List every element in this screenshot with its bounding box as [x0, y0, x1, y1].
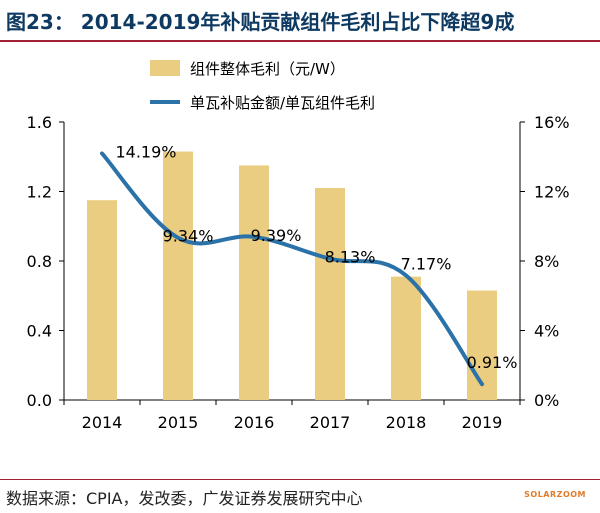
- line-series-path: [100, 151, 484, 387]
- x-tick-label: 2019: [462, 413, 503, 432]
- line-data-label: 9.34%: [163, 227, 214, 246]
- bar: [163, 151, 193, 400]
- line-data-label: 14.19%: [115, 142, 176, 161]
- bar: [87, 200, 117, 400]
- x-tick-label: 2017: [310, 413, 351, 432]
- footer-divider: [0, 479, 600, 480]
- title-bar: 图23： 2014-2019年补贴贡献组件毛利占比下降超9成: [0, 0, 600, 40]
- left-tick-label: 0.4: [27, 322, 52, 341]
- left-tick-label: 1.2: [27, 183, 52, 202]
- right-tick-label: 16%: [534, 113, 570, 132]
- line-data-label: 7.17%: [401, 254, 452, 273]
- right-tick-label: 12%: [534, 183, 570, 202]
- left-tick-label: 0.8: [27, 252, 52, 271]
- source-note: 数据来源：CPIA，发改委，广发证券发展研究中心: [6, 489, 363, 508]
- right-tick-label: 4%: [534, 322, 559, 341]
- x-tick-label: 2015: [158, 413, 199, 432]
- title-divider: [0, 40, 600, 42]
- legend-swatch-bar: [150, 60, 180, 76]
- right-tick-label: 8%: [534, 252, 559, 271]
- chart-area: 0.0 0.4 0.8 1.2 1.6 0% 4% 8% 12% 16% 2014 2015 2016 2…: [0, 42, 600, 470]
- x-tick-label: 2014: [82, 413, 123, 432]
- bar: [391, 276, 421, 400]
- line-data-label: 9.39%: [251, 226, 302, 245]
- line-data-label: 8.13%: [325, 248, 376, 267]
- left-tick-label: 0.0: [27, 391, 52, 410]
- x-tick-label: 2018: [386, 413, 427, 432]
- bar: [315, 188, 345, 400]
- chart-svg: 0.0 0.4 0.8 1.2 1.6 0% 4% 8% 12% 16% 2014 2015 2016 2…: [27, 60, 570, 432]
- x-tick-label: 2016: [234, 413, 275, 432]
- legend-label-line: 单瓦补贴金额/单瓦组件毛利: [190, 94, 375, 112]
- line-data-label: 0.91%: [467, 353, 518, 372]
- right-tick-label: 0%: [534, 391, 559, 410]
- bar: [239, 165, 269, 400]
- chart-title: 图23： 2014-2019年补贴贡献组件毛利占比下降超9成: [6, 10, 515, 34]
- legend-label-bar: 组件整体毛利（元/W）: [190, 60, 345, 78]
- left-tick-label: 1.6: [27, 113, 52, 132]
- watermark-logo: SOLARZOOM: [524, 490, 586, 499]
